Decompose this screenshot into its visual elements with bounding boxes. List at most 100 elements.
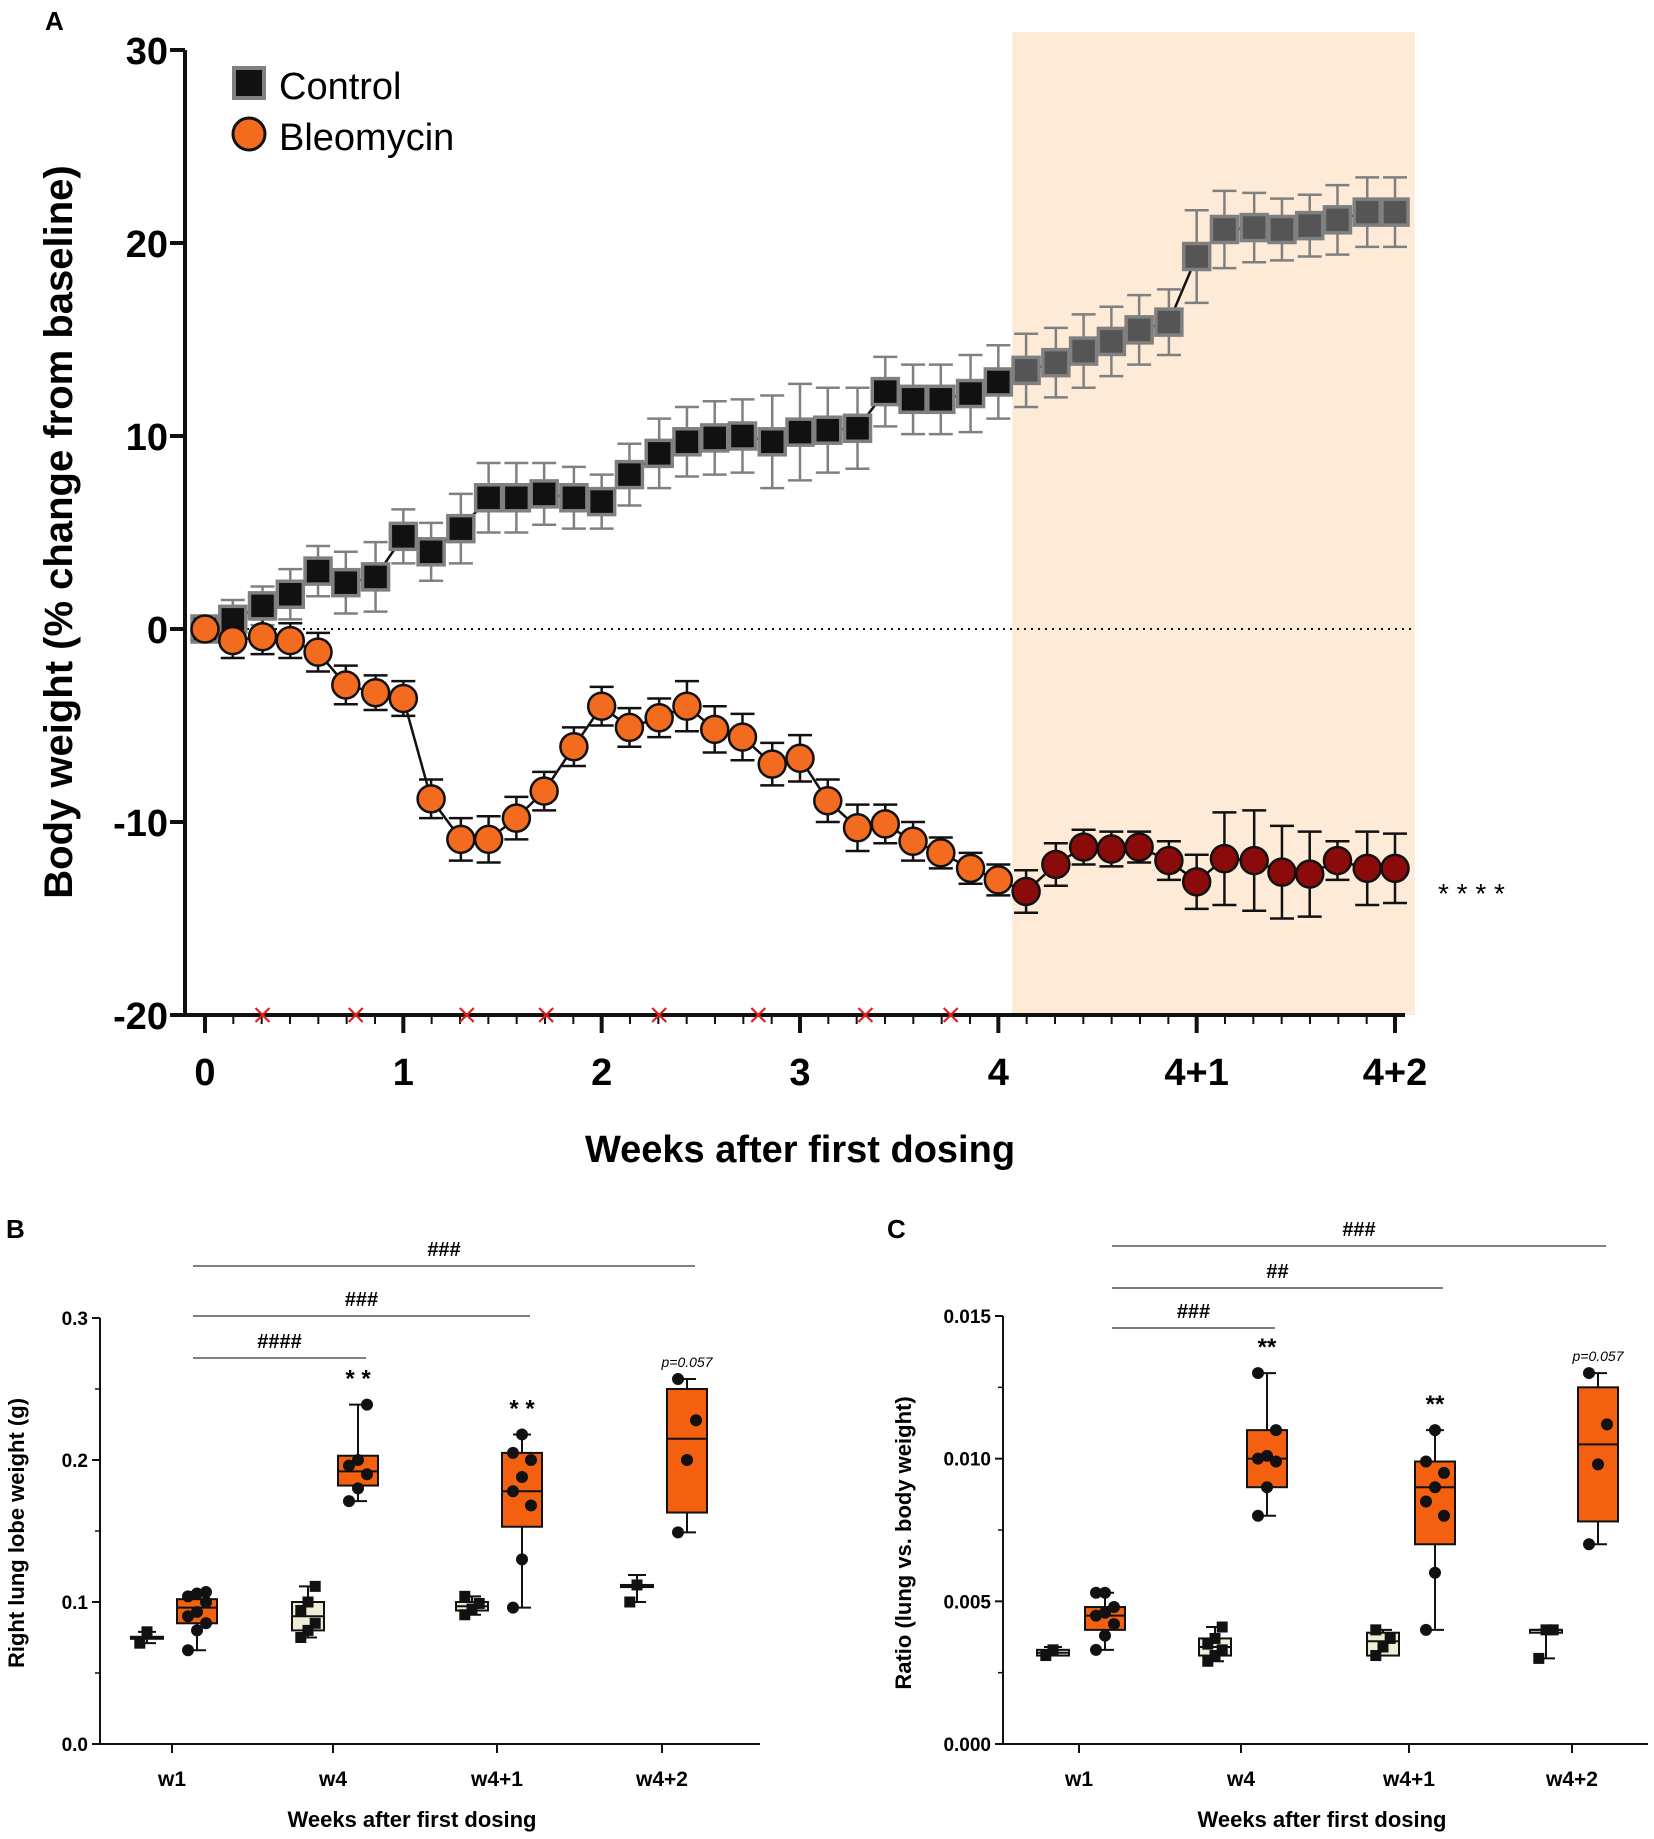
bleomycin-box	[666, 1388, 708, 1514]
dose-marker-stroke	[347, 1007, 364, 1023]
panel-a-axes: 30 20 10 0 -10 -20 0 1 2 3 4 4+1 4+2	[113, 31, 1427, 1094]
dose-marker	[538, 1007, 554, 1023]
bleomycin-data-point	[516, 1553, 528, 1566]
control-data-point	[1202, 1655, 1214, 1667]
panel-b-star-label: * *	[345, 1366, 371, 1393]
bleomycin-point	[473, 824, 504, 855]
control-data-point	[1377, 1641, 1389, 1653]
bleomycin-data-point	[1429, 1424, 1441, 1437]
bleomycin-data-point	[1270, 1424, 1282, 1437]
bleomycin-data-point	[672, 1373, 684, 1386]
control-data-point	[309, 1580, 321, 1592]
control-data-point	[631, 1579, 643, 1591]
control-point	[672, 427, 702, 457]
bleomycin-data-point	[507, 1446, 519, 1459]
panel-c-y-axis-title: Ratio (lung vs. body weight)	[891, 1396, 916, 1689]
bleomycin-point	[446, 824, 476, 855]
control-point	[1209, 214, 1240, 245]
control-point	[870, 376, 901, 407]
control-data-point	[1533, 1652, 1545, 1664]
bleomycin-point	[190, 614, 220, 644]
dose-marker-stroke	[254, 1007, 271, 1023]
bleomycin-point	[644, 703, 674, 733]
panel-c-comparison-label: ###	[1342, 1219, 1375, 1241]
bleomycin-point	[360, 677, 391, 708]
control-point	[303, 556, 333, 586]
significance-stars: * * * *	[1438, 878, 1505, 909]
control-data-point	[459, 1590, 471, 1602]
control-data-point	[302, 1596, 314, 1608]
bleomycin-data-point	[1099, 1606, 1111, 1619]
bleomycin-data-point	[1261, 1449, 1273, 1462]
bleomycin-data-point	[525, 1454, 537, 1466]
bleomycin-point	[247, 621, 278, 652]
dose-marker	[651, 1007, 667, 1023]
control-point	[699, 423, 730, 453]
dose-marker-stroke	[857, 1007, 874, 1023]
bleomycin-point	[303, 637, 333, 667]
panel-b-comparison-label: ###	[427, 1239, 460, 1261]
control-data-point	[295, 1605, 307, 1617]
panel-b-y-tick-label: 0.2	[62, 1451, 88, 1472]
control-point	[360, 562, 391, 592]
bleomycin-point	[1041, 849, 1071, 880]
bleomycin-point	[1068, 832, 1099, 862]
bleomycin-data-point	[1252, 1452, 1264, 1465]
control-point	[388, 521, 419, 552]
panel-c-x-axis-title: Weeks after first dosing	[1198, 1807, 1447, 1832]
panel-b-marks: * ** *p=0.057##########	[130, 1239, 714, 1657]
panel-a-label: A	[45, 6, 64, 36]
control-point	[898, 384, 928, 415]
control-data-point	[1216, 1644, 1228, 1656]
bleomycin-point	[813, 786, 843, 816]
panel-b-y-tick-label: 0.3	[62, 1309, 88, 1330]
bleomycin-data-point	[1601, 1418, 1613, 1431]
panel-b-y-tick-label: 0.0	[62, 1735, 88, 1756]
panel-a-x-tick-label: 4+1	[1164, 1052, 1228, 1094]
control-point	[331, 567, 361, 598]
panel-c: 0.015 0.010 0.005 0.000 w1 w4 w4+1 w4+2 ** ** p=0…	[891, 1219, 1648, 1832]
panel-c-comparison-label: ##	[1266, 1261, 1288, 1283]
bleomycin-data-point	[352, 1454, 364, 1466]
control-point	[559, 483, 589, 513]
control-data-point	[1209, 1632, 1221, 1644]
panel-b-comparison-label: ####	[257, 1331, 302, 1353]
bleomycin-point	[1239, 845, 1269, 876]
control-point	[416, 537, 446, 567]
dose-marker	[254, 1007, 271, 1023]
dose-marker-stroke	[538, 1007, 554, 1023]
control-point	[614, 459, 645, 490]
control-point	[275, 579, 306, 610]
panel-a-x-axis-title: Weeks after first dosing	[585, 1129, 1015, 1171]
bleomycin-point	[1380, 853, 1410, 884]
panel-a-y-tick-label: 0	[147, 610, 168, 652]
bleomycin-point	[586, 691, 617, 721]
bleomycin-data-point	[507, 1601, 519, 1614]
panel-b-comparison-label: ###	[345, 1289, 378, 1311]
panel-c-x-tick-label: w4+1	[1382, 1768, 1435, 1791]
panel-c-marks: ****p=0.057########	[1036, 1219, 1625, 1667]
bleomycin-data-point	[191, 1605, 203, 1618]
panel-b-label: B	[6, 1214, 25, 1244]
panel-c-star-label: **	[1258, 1334, 1277, 1361]
dose-marker-stroke	[459, 1007, 475, 1023]
bleomycin-point	[1294, 859, 1325, 889]
bleomycin-data-point	[361, 1398, 373, 1411]
bleomycin-point	[1181, 867, 1212, 897]
control-data-point	[1040, 1650, 1052, 1662]
bleomycin-data-point	[1090, 1609, 1102, 1622]
control-point	[842, 413, 873, 444]
bleomycin-data-point	[343, 1459, 355, 1472]
panel-c-comparison-label: ###	[1177, 1301, 1210, 1323]
panel-a-x-tick-label: 2	[591, 1052, 612, 1094]
bleomycin-data-point	[1270, 1455, 1282, 1468]
control-point	[501, 483, 532, 513]
bleomycin-data-point	[1108, 1601, 1120, 1614]
panel-b-x-tick-label: w4+1	[470, 1768, 523, 1791]
dose-marker-stroke	[651, 1007, 667, 1023]
dose-marker-stroke	[942, 1007, 959, 1023]
bleomycin-point	[1267, 857, 1297, 887]
bleomycin-data-point	[191, 1624, 203, 1637]
bleomycin-data-point	[681, 1454, 693, 1466]
panel-a-x-tick-label: 4	[988, 1052, 1009, 1094]
